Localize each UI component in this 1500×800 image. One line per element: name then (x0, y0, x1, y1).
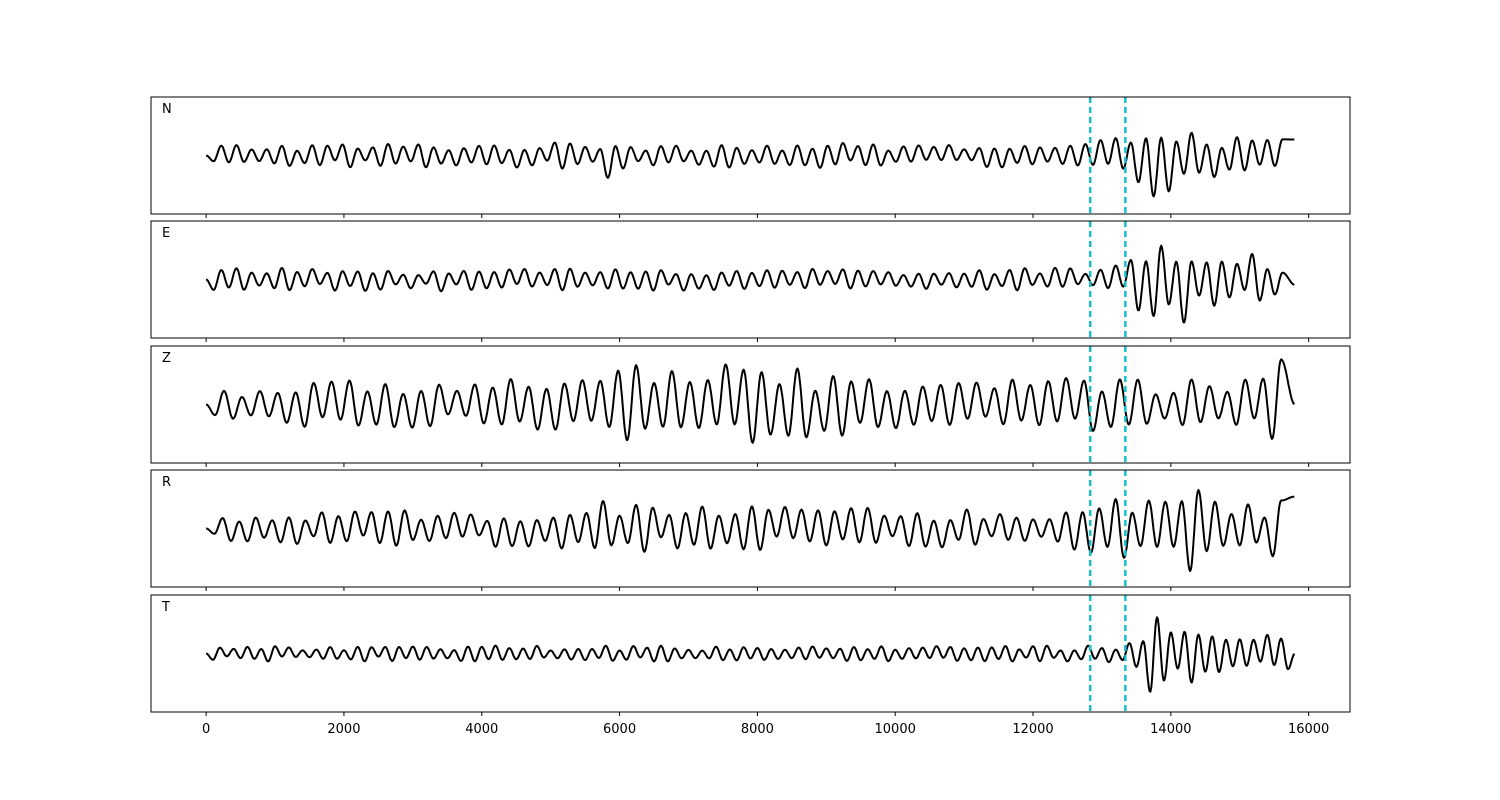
panel-z: Z (150, 345, 1351, 467)
trace-line-n (205, 131, 1295, 198)
panel-label-n: N (162, 102, 172, 117)
panel-frame-e (150, 220, 1351, 339)
x-tick-label: 14000 (1150, 722, 1191, 737)
panel-r: R (150, 469, 1351, 591)
x-tick-label: 0 (202, 722, 210, 737)
trace-line-z (205, 358, 1296, 444)
trace-line-r (205, 489, 1295, 573)
x-tick-label: 4000 (465, 722, 498, 737)
x-tick-label: 2000 (327, 722, 360, 737)
x-tick-label: 8000 (741, 722, 774, 737)
x-tick-label: 10000 (875, 722, 916, 737)
x-tick-label: 6000 (603, 722, 636, 737)
panel-frame-t (150, 594, 1351, 713)
panel-frame-n (150, 96, 1351, 215)
panel-frame-r (150, 469, 1351, 588)
trace-line-t (205, 616, 1296, 693)
panel-n: N (150, 96, 1351, 218)
x-tick-label: 16000 (1288, 722, 1329, 737)
panel-label-e: E (162, 226, 170, 241)
panel-label-z: Z (162, 351, 171, 366)
x-axis: 0 2000 4000 6000 8000 10000 12000 14000 16000 (202, 722, 1329, 737)
trace-panels: N E Z R T (150, 96, 1351, 716)
x-tick-label: 12000 (1012, 722, 1053, 737)
panel-label-t: T (161, 600, 170, 615)
panel-frame-z (150, 345, 1351, 464)
panel-label-r: R (162, 475, 171, 490)
panel-t: T (150, 594, 1351, 716)
trace-line-e (205, 244, 1295, 324)
panel-e: E (150, 220, 1351, 342)
